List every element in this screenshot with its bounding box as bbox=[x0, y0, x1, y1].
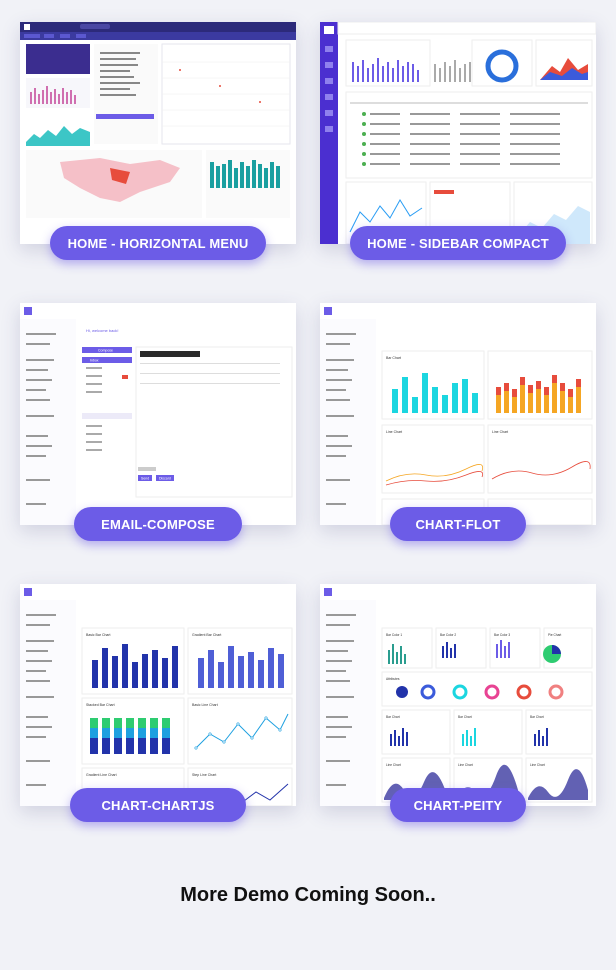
peity-title-5c: Bar Chart bbox=[530, 715, 544, 719]
chart-flot-screenshot: Bar Chart Line Chart Line Chart bbox=[320, 303, 596, 525]
send-button-text: Send bbox=[141, 477, 149, 481]
demo-label-chart-peity[interactable]: CHART-PEITY bbox=[390, 788, 526, 822]
peity-title-6a: Line Chart bbox=[386, 763, 401, 767]
demo-label-chart-chartjs[interactable]: CHART-CHARTJS bbox=[70, 788, 246, 822]
peity-title-4: Attributes bbox=[386, 677, 400, 681]
peity-title-2: Bar Color 3 bbox=[494, 633, 510, 637]
demo-label-chart-flot[interactable]: CHART-FLOT bbox=[390, 507, 526, 541]
chartjs-title-0: Basic Bar Chart bbox=[86, 633, 111, 637]
chartjs-title-4: Gradient Line Chart bbox=[86, 773, 117, 777]
demo-card-chart-flot[interactable]: Bar Chart Line Chart Line Chart bbox=[320, 303, 596, 525]
peity-title-6c: Line Chart bbox=[530, 763, 545, 767]
peity-title-0: Bar Color 1 bbox=[386, 633, 402, 637]
peity-title-5a: Bar Chart bbox=[386, 715, 400, 719]
demo-card-chart-chartjs[interactable]: Basic Bar Chart Gradient Bar Chart Stack… bbox=[20, 584, 296, 806]
peity-title-1: Bar Color 2 bbox=[440, 633, 456, 637]
compose-button-text: Compose bbox=[98, 349, 113, 353]
demo-label-home-sidebar[interactable]: HOME - SIDEBAR COMPACT bbox=[350, 226, 566, 260]
peity-title-3: Pie Chart bbox=[548, 633, 561, 637]
demo-label-home-horizontal[interactable]: HOME - HORIZONTAL MENU bbox=[50, 226, 266, 260]
chartjs-title-1: Gradient Bar Chart bbox=[192, 633, 221, 637]
chart-peity-screenshot: Bar Color 1 Bar Color 2 Bar Color 3 Pie … bbox=[320, 584, 596, 806]
flot-line-title-1: Line Chart bbox=[386, 430, 402, 434]
chartjs-title-5: Step Line Chart bbox=[192, 773, 216, 777]
inbox-label-text: Inbox bbox=[90, 359, 99, 363]
demo-card-home-sidebar[interactable] bbox=[320, 22, 596, 244]
email-welcome-text: Hi, welcome back! bbox=[86, 328, 118, 333]
home-horizontal-screenshot bbox=[20, 22, 296, 244]
chart-chartjs-screenshot: Basic Bar Chart Gradient Bar Chart Stack… bbox=[20, 584, 296, 806]
demo-card-email-compose[interactable]: Hi, welcome back! Compose Inbox Send Dis… bbox=[20, 303, 296, 525]
discard-button-text: Discard bbox=[159, 477, 171, 481]
demo-card-home-horizontal[interactable] bbox=[20, 22, 296, 244]
coming-soon-text: More Demo Coming Soon.. bbox=[180, 884, 436, 906]
chartjs-title-2: Stacked Bar Chart bbox=[86, 703, 115, 707]
home-sidebar-screenshot bbox=[320, 22, 596, 244]
peity-title-5b: Bar Chart bbox=[458, 715, 472, 719]
flot-bar-title: Bar Chart bbox=[386, 356, 401, 360]
chartjs-title-3: Basic Line Chart bbox=[192, 703, 218, 707]
demo-card-chart-peity[interactable]: Bar Color 1 Bar Color 2 Bar Color 3 Pie … bbox=[320, 584, 596, 806]
demo-label-email-compose[interactable]: EMAIL-COMPOSE bbox=[74, 507, 242, 541]
flot-line-title-2: Line Chart bbox=[492, 430, 508, 434]
peity-title-6b: Line Chart bbox=[458, 763, 473, 767]
email-compose-screenshot: Hi, welcome back! Compose Inbox Send Dis… bbox=[20, 303, 296, 525]
